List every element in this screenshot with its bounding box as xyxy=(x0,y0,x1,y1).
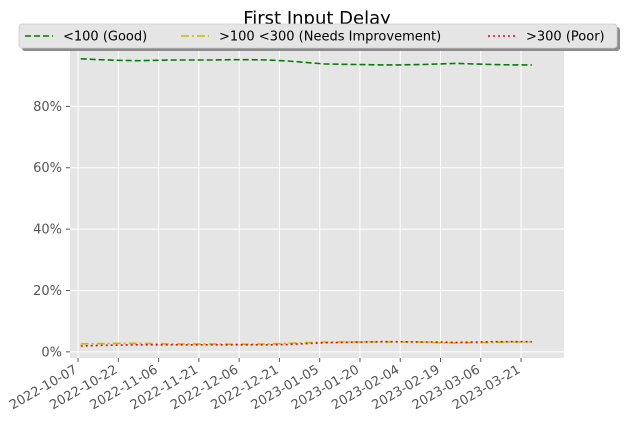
x-axis: 2022-10-072022-10-222022-11-062022-11-21… xyxy=(7,358,523,413)
legend-box xyxy=(18,23,618,49)
series-line-0 xyxy=(80,58,532,66)
y-tick-label: 40% xyxy=(33,223,62,238)
plot-area xyxy=(70,45,564,358)
legend-label-1: >100 <300 (Needs Improvement) xyxy=(219,30,441,45)
series-line-2 xyxy=(80,340,532,347)
y-tick-label: 20% xyxy=(33,284,62,299)
legend-label-0: <100 (Good) xyxy=(63,30,147,45)
legend-label-2: >300 (Poor) xyxy=(526,30,605,45)
y-axis: 0% 20% 40% 60% 80% xyxy=(33,100,70,360)
y-tick-label: 0% xyxy=(41,345,62,360)
grid xyxy=(70,45,564,358)
y-tick-label: 80% xyxy=(33,100,62,115)
series-group xyxy=(80,58,532,347)
legend: <100 (Good) >100 <300 (Needs Improvement)… xyxy=(18,23,620,51)
y-tick-label: 60% xyxy=(33,161,62,176)
